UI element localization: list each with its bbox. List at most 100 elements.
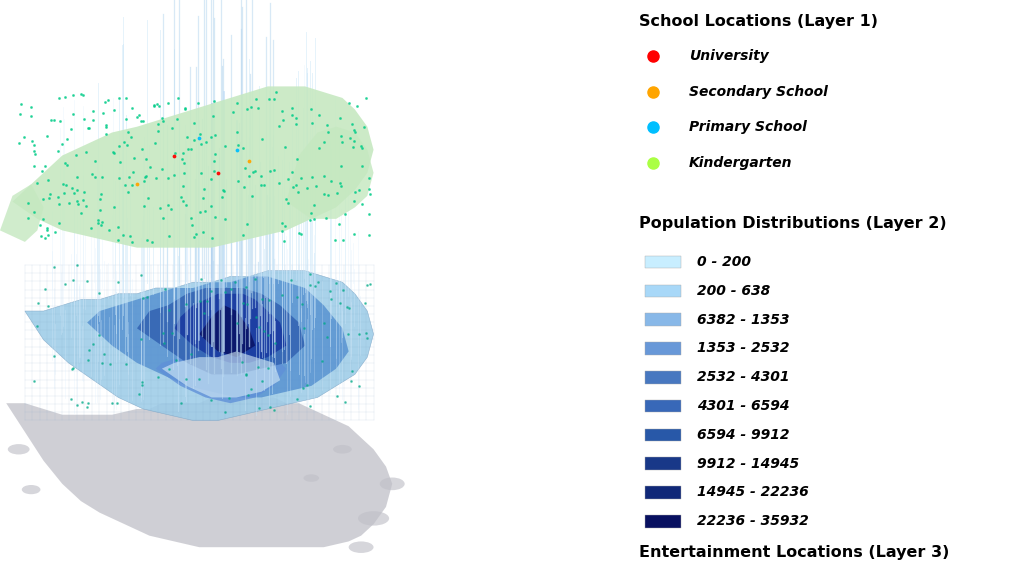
Point [74, 209, 90, 218]
Point [133, 334, 150, 343]
Point [151, 102, 167, 111]
Point [176, 159, 193, 168]
Text: 0 - 200: 0 - 200 [697, 255, 751, 269]
Point [58, 181, 75, 190]
Point [124, 180, 140, 190]
Text: 6382 - 1353: 6382 - 1353 [697, 313, 790, 327]
Point [134, 378, 151, 387]
Point [267, 88, 284, 97]
Point [341, 98, 357, 108]
Point [322, 286, 338, 295]
Point [240, 219, 256, 228]
Point [334, 138, 350, 147]
Point [104, 147, 121, 157]
Point [166, 151, 182, 160]
Point [239, 104, 255, 113]
Point [251, 322, 267, 331]
Point [65, 275, 81, 284]
Point [233, 358, 250, 367]
Point [335, 236, 351, 245]
Point [170, 94, 186, 103]
Point [40, 231, 56, 240]
Point [93, 172, 110, 181]
Point [220, 393, 237, 403]
Point [26, 208, 42, 217]
Point [328, 235, 344, 244]
FancyBboxPatch shape [645, 457, 681, 470]
Point [253, 180, 269, 190]
Polygon shape [12, 86, 374, 248]
Ellipse shape [22, 485, 41, 494]
Point [42, 190, 58, 199]
Point [129, 112, 145, 122]
Point [80, 399, 96, 408]
Point [177, 105, 194, 114]
FancyBboxPatch shape [645, 371, 681, 384]
FancyBboxPatch shape [645, 400, 681, 412]
Ellipse shape [358, 511, 389, 525]
Ellipse shape [333, 445, 352, 454]
Point [307, 181, 324, 191]
Point [290, 187, 306, 196]
Point [134, 381, 151, 390]
Point [10, 139, 27, 148]
Point [83, 223, 99, 233]
Point [118, 93, 134, 103]
Point [250, 103, 266, 112]
Point [150, 372, 166, 381]
Point [296, 324, 312, 333]
Point [340, 329, 356, 339]
Point [59, 134, 76, 143]
Point [70, 199, 86, 209]
FancyBboxPatch shape [645, 486, 681, 499]
Point [45, 115, 61, 124]
Point [93, 217, 110, 226]
Point [351, 382, 368, 391]
Point [215, 186, 231, 195]
Point [196, 308, 212, 317]
Point [353, 144, 370, 153]
Point [26, 161, 42, 170]
Point [178, 300, 195, 309]
Point [51, 218, 68, 228]
Point [172, 398, 188, 407]
Point [151, 120, 167, 129]
Point [344, 366, 360, 376]
Point [168, 355, 184, 365]
Point [49, 193, 66, 202]
Point [279, 195, 295, 204]
Point [154, 113, 170, 123]
Point [360, 230, 377, 239]
Point [134, 293, 151, 302]
Point [299, 381, 315, 390]
Point [311, 111, 328, 120]
Point [256, 327, 272, 336]
Point [203, 175, 219, 184]
Point [346, 229, 362, 238]
Point [161, 305, 177, 314]
Point [274, 218, 291, 228]
Point [276, 143, 293, 152]
Point [316, 190, 333, 199]
Point [240, 390, 256, 399]
Point [316, 137, 333, 146]
Point [20, 199, 37, 208]
Point [178, 132, 195, 142]
Point [81, 345, 97, 354]
Point [299, 183, 315, 192]
Point [332, 178, 348, 187]
Point [353, 199, 370, 209]
Point [50, 200, 67, 209]
Point [145, 100, 162, 109]
Point [133, 271, 150, 280]
Point [117, 180, 133, 190]
Point [120, 187, 136, 196]
Point [303, 105, 319, 114]
Point [16, 132, 33, 141]
Point [315, 171, 332, 180]
Point [318, 213, 335, 222]
Point [362, 279, 379, 288]
Point [216, 215, 232, 224]
Point [206, 96, 222, 105]
Point [289, 293, 305, 302]
